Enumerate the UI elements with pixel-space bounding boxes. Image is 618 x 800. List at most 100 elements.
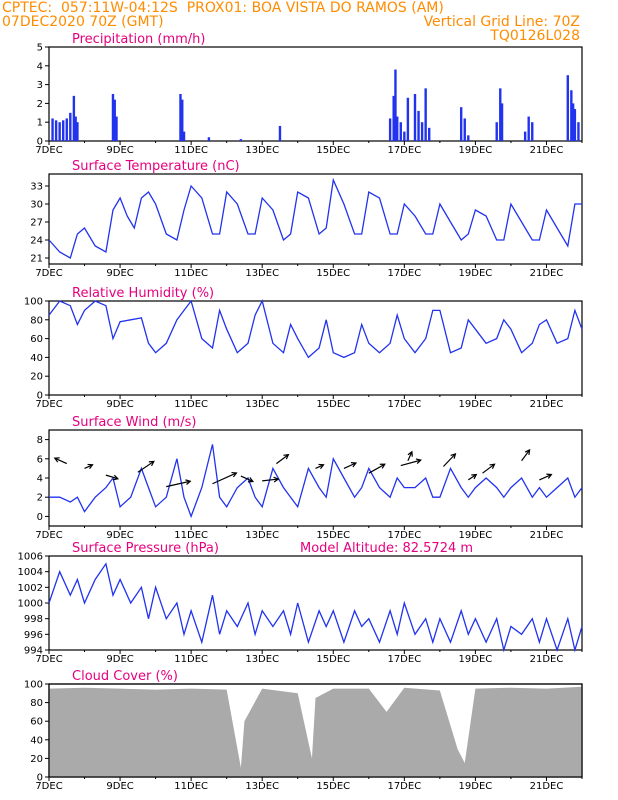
precip-bar bbox=[577, 122, 580, 141]
wind-arrow bbox=[137, 460, 155, 473]
x-tick-label: 17DEC bbox=[387, 268, 421, 279]
precip-bar bbox=[463, 118, 466, 141]
wind-arrow-head bbox=[185, 479, 192, 485]
y-tick-label: 40 bbox=[30, 735, 43, 746]
wind-arrow-head bbox=[450, 452, 457, 459]
wind-arrow-head bbox=[524, 448, 531, 455]
precip-bar bbox=[459, 107, 463, 141]
precip-bar bbox=[69, 112, 72, 141]
precip-bar bbox=[424, 88, 427, 141]
y-tick-label: 0 bbox=[37, 391, 43, 402]
x-tick-label: 21DEC bbox=[530, 268, 564, 279]
wind-arrow-head bbox=[87, 463, 94, 470]
x-tick-label: 7DEC bbox=[35, 268, 62, 279]
wind-arrow bbox=[212, 472, 237, 485]
precip-bar bbox=[179, 94, 182, 141]
precip-bar bbox=[420, 122, 424, 141]
wind-arrow bbox=[276, 454, 289, 465]
y-tick-label: 24 bbox=[30, 236, 43, 247]
precip-bar bbox=[392, 95, 395, 141]
precip-bar bbox=[417, 110, 420, 141]
precip-bar bbox=[181, 99, 184, 141]
wind-arrow-head bbox=[273, 476, 280, 483]
x-tick-label: 7DEC bbox=[35, 530, 62, 541]
y-tick-label: 27 bbox=[30, 218, 43, 229]
wind-arrow bbox=[54, 457, 68, 465]
panel-frame bbox=[48, 46, 583, 142]
wind-arrow-head bbox=[247, 477, 255, 483]
precip-bar bbox=[570, 90, 573, 141]
wind-arrow bbox=[262, 478, 279, 482]
wind-arrow-head bbox=[112, 474, 120, 481]
wind-arrow-head bbox=[489, 463, 496, 469]
x-tick-label: 11DEC bbox=[174, 268, 208, 279]
wind-arrow-head bbox=[471, 473, 478, 480]
y-tick-label: 21 bbox=[30, 254, 43, 265]
wind-arrow bbox=[166, 480, 191, 488]
precip-bar bbox=[65, 118, 68, 141]
precip-bar bbox=[531, 122, 534, 141]
wind-arrow-head bbox=[283, 453, 290, 460]
wind-arrow bbox=[482, 463, 495, 474]
panel-frame bbox=[48, 555, 583, 651]
wind-arrow bbox=[442, 453, 456, 467]
panel-title: Precipitation (mm/h) bbox=[72, 32, 205, 47]
x-tick-label: 19DEC bbox=[459, 530, 493, 541]
y-tick-label: 6 bbox=[37, 454, 43, 465]
x-tick-label: 9DEC bbox=[106, 399, 133, 410]
wind-arrow bbox=[240, 475, 254, 483]
y-tick-label: 60 bbox=[30, 334, 43, 345]
x-tick-label: 13DEC bbox=[245, 530, 279, 541]
precip-bar bbox=[527, 116, 530, 141]
x-tick-label: 11DEC bbox=[174, 530, 208, 541]
y-tick-label: 60 bbox=[30, 717, 43, 728]
precip-bar bbox=[113, 99, 116, 141]
x-tick-label: 11DEC bbox=[174, 399, 208, 410]
y-tick-label: 996 bbox=[24, 630, 43, 641]
y-tick-label: 100 bbox=[24, 297, 43, 308]
x-tick-label: 13DEC bbox=[245, 654, 279, 665]
series-line bbox=[48, 562, 583, 653]
y-tick-label: 0 bbox=[37, 773, 43, 784]
y-tick-label: 80 bbox=[30, 698, 43, 709]
panel-title: Surface Wind (m/s) bbox=[72, 415, 196, 430]
wind-arrow bbox=[84, 464, 93, 469]
wind-arrow-head bbox=[379, 463, 386, 469]
y-tick-label: 80 bbox=[30, 315, 43, 326]
y-tick-label: 1004 bbox=[18, 567, 43, 578]
x-tick-label: 21DEC bbox=[530, 530, 564, 541]
series-line bbox=[48, 177, 582, 259]
x-tick-label: 15DEC bbox=[316, 145, 350, 156]
x-tick-label: 7DEC bbox=[35, 399, 62, 410]
x-tick-label: 19DEC bbox=[459, 654, 493, 665]
precip-bar bbox=[182, 131, 186, 141]
x-tick-label: 17DEC bbox=[387, 145, 421, 156]
x-tick-label: 13DEC bbox=[245, 268, 279, 279]
series-line bbox=[48, 299, 583, 359]
wind-arrow bbox=[467, 474, 477, 481]
x-tick-label: 9DEC bbox=[106, 781, 133, 792]
x-tick-label: 19DEC bbox=[459, 145, 493, 156]
precip-bar bbox=[499, 88, 502, 141]
x-tick-label: 19DEC bbox=[459, 781, 493, 792]
x-tick-label: 21DEC bbox=[530, 145, 564, 156]
header-line2-right: Vertical Grid Line: 70Z bbox=[423, 14, 580, 30]
y-tick-label: 1 bbox=[37, 118, 43, 129]
header-line3-right: TQ0126L028 bbox=[490, 28, 580, 44]
y-tick-label: 1002 bbox=[18, 583, 43, 594]
y-tick-label: 0 bbox=[37, 137, 43, 148]
precip-bar bbox=[115, 116, 118, 141]
y-tick-label: 4 bbox=[37, 474, 43, 485]
precip-bar bbox=[51, 118, 54, 141]
precip-bar bbox=[239, 139, 243, 141]
precip-bar bbox=[467, 135, 470, 141]
x-tick-label: 13DEC bbox=[245, 399, 279, 410]
wind-arrow bbox=[368, 463, 386, 474]
x-tick-label: 21DEC bbox=[530, 399, 564, 410]
wind-arrow-head bbox=[415, 458, 422, 465]
y-tick-label: 2 bbox=[37, 493, 43, 504]
y-tick-label: 40 bbox=[30, 353, 43, 364]
y-tick-label: 8 bbox=[37, 435, 43, 446]
precip-bar bbox=[566, 75, 569, 141]
model-altitude: Model Altitude: 82.5724 m bbox=[300, 541, 473, 556]
